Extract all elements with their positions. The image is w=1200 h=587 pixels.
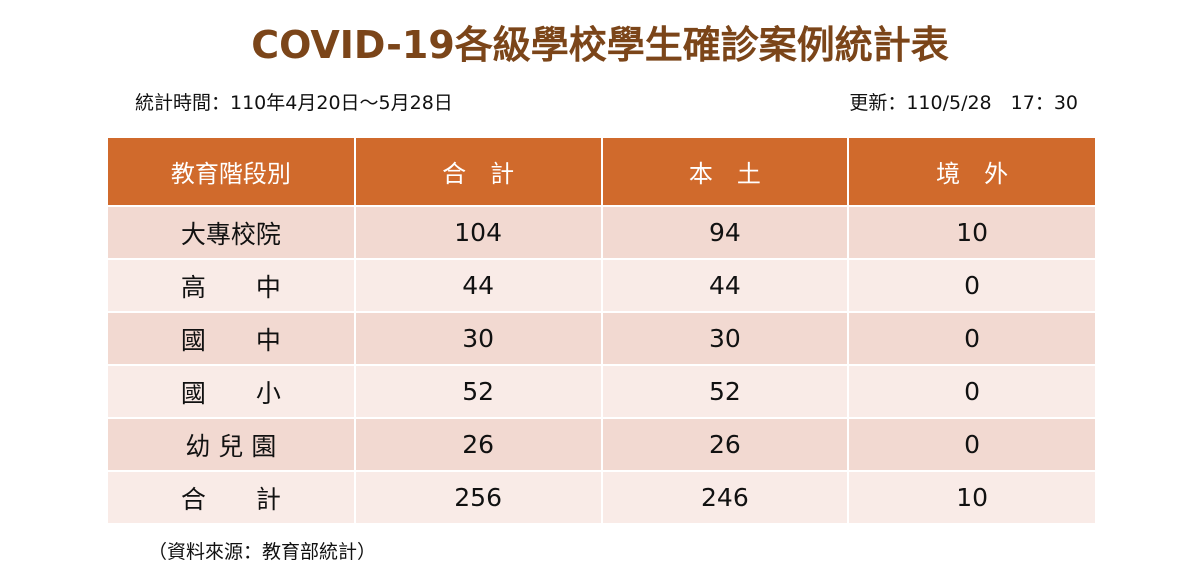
count-cell: 10	[847, 205, 1095, 259]
count-cell: 104	[353, 205, 602, 259]
level-cell: 大專校院	[108, 205, 355, 259]
header-cell: 本 土	[600, 138, 849, 206]
level-cell: 國 中	[108, 311, 355, 365]
level-cell: 國 小	[108, 364, 355, 418]
count-cell: 30	[353, 311, 602, 365]
count-cell: 30	[600, 311, 849, 365]
table-row: 幼 兒 園 26 26 0	[108, 417, 1095, 471]
table-row: 國 小 52 52 0	[108, 364, 1095, 418]
count-cell: 26	[353, 417, 602, 471]
table-row: 合 計 256 246 10	[108, 470, 1095, 523]
table-row: 高 中 44 44 0	[108, 258, 1095, 312]
table-row: 國 中 30 30 0	[108, 311, 1095, 365]
header-cell: 合 計	[353, 138, 602, 206]
count-cell: 94	[600, 205, 849, 259]
period: 統計時間：110年4月20日～5月28日	[135, 92, 453, 114]
count-cell: 52	[353, 364, 602, 418]
level-cell: 高 中	[108, 258, 355, 312]
table-row: 大專校院 104 94 10	[108, 205, 1095, 259]
count-cell: 0	[847, 258, 1095, 312]
count-cell: 44	[600, 258, 849, 312]
source: （資料來源：教育部統計）	[148, 541, 377, 563]
count-cell: 256	[353, 470, 602, 523]
count-cell: 0	[847, 364, 1095, 418]
header-row: 教育階段別合 計本 土境 外	[108, 138, 1095, 206]
count-cell: 0	[847, 417, 1095, 471]
count-cell: 10	[847, 470, 1095, 523]
count-cell: 246	[600, 470, 849, 523]
title: COVID-19各級學校學生確診案例統計表	[251, 23, 949, 67]
table-body: 大專校院 104 94 10 高 中 44 44 0 國 中 30 30 0 國 小 52 52 0 幼 兒 園…	[108, 205, 1095, 523]
count-cell: 44	[353, 258, 602, 312]
level-cell: 合 計	[108, 470, 355, 523]
count-cell: 26	[600, 417, 849, 471]
count-cell: 52	[600, 364, 849, 418]
count-cell: 0	[847, 311, 1095, 365]
header-cell: 境 外	[847, 138, 1095, 206]
header-cell: 教育階段別	[108, 138, 355, 206]
stats-table: 教育階段別合 計本 土境 外 大專校院 104 94 10 高 中 44 44 0 國 中 30 3…	[108, 138, 1095, 523]
updated: 更新：110/5/28 17：30	[849, 92, 1078, 114]
level-cell: 幼 兒 園	[108, 417, 355, 471]
